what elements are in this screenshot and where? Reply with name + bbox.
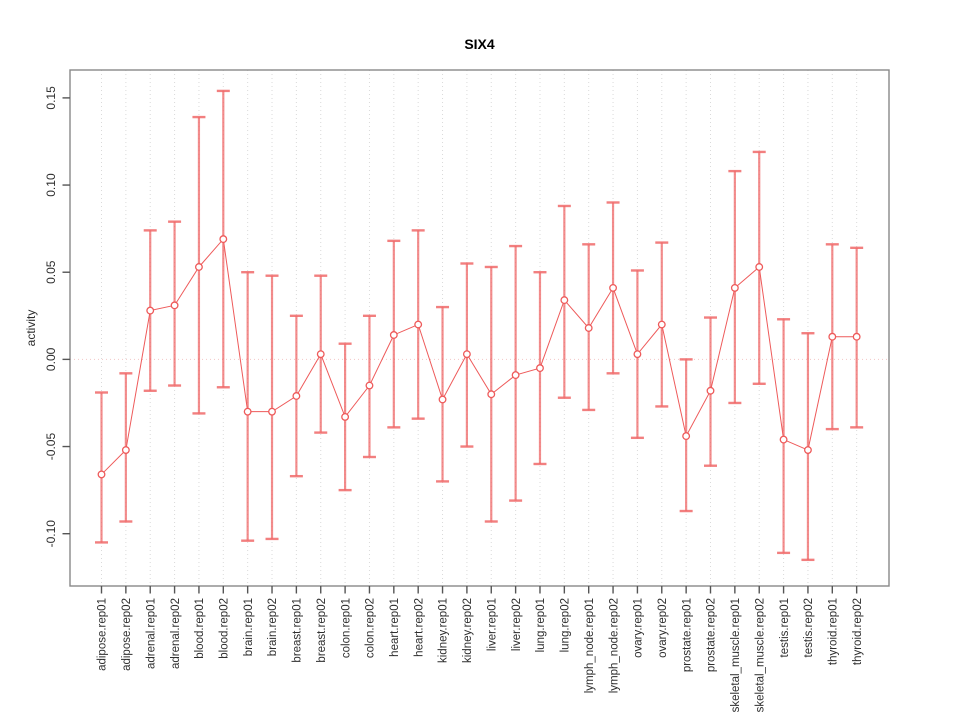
x-tick-label: thyroid.rep02: [852, 598, 864, 665]
x-tick-label: blood.rep02: [219, 598, 231, 659]
x-tick-label: skeletal_muscle.rep01: [730, 598, 742, 712]
x-tick-label: breast.rep01: [292, 598, 304, 663]
x-tick-label: breast.rep02: [316, 598, 328, 663]
x-tick-label: skeletal_muscle.rep02: [754, 598, 766, 712]
data-point: [121, 446, 130, 454]
data-point: [755, 263, 764, 271]
data-point: [170, 301, 179, 310]
x-tick-label: adrenal.rep01: [145, 598, 157, 669]
data-point: [462, 350, 471, 359]
x-tick-label: prostate.rep01: [681, 598, 693, 672]
x-tick-label: colon.rep02: [365, 598, 377, 658]
y-tick-label: -0.05: [44, 433, 58, 461]
y-tick-label: -0.10: [44, 520, 58, 548]
data-point: [487, 390, 496, 399]
x-tick-label: ovary.rep02: [657, 598, 669, 658]
x-tick-label: ovary.rep01: [633, 598, 645, 658]
x-tick-label: lung.rep02: [560, 598, 572, 652]
y-tick-label: 0.15: [44, 86, 58, 110]
x-tick-label: kidney.rep01: [438, 598, 450, 663]
x-tick-label: kidney.rep02: [462, 598, 474, 663]
series-line: [101, 237, 857, 475]
data-point: [828, 332, 837, 341]
y-tick-label: 0.00: [44, 347, 58, 371]
x-tick-label: lung.rep01: [535, 598, 547, 652]
data-point: [316, 350, 325, 359]
x-tick-label: adipose.rep01: [97, 598, 109, 671]
data-point: [852, 332, 861, 341]
data-point: [268, 407, 276, 416]
x-tick-label: liver.rep02: [511, 598, 523, 651]
data-point: [414, 320, 423, 329]
chart-title: SIX4: [464, 36, 495, 52]
data-point: [560, 296, 569, 305]
x-tick-label: brain.rep01: [243, 598, 255, 656]
data-point: [219, 235, 228, 244]
y-tick-label: 0.10: [44, 173, 58, 197]
data-point: [292, 392, 301, 400]
x-tick-label: testis.rep01: [779, 598, 791, 657]
data-point: [609, 283, 618, 292]
data-point: [730, 283, 739, 292]
y-tick-label: 0.05: [44, 260, 58, 284]
x-tick-label: lymph_node.rep02: [608, 598, 620, 693]
data-point: [657, 320, 666, 329]
x-tick-label: colon.rep01: [340, 598, 352, 658]
x-tick-label: brain.rep02: [267, 598, 279, 656]
data-point: [365, 381, 374, 390]
x-tick-label: lymph_node.rep01: [584, 598, 596, 693]
data-point: [536, 364, 544, 373]
data-point: [438, 395, 447, 404]
data-point: [389, 331, 398, 339]
x-tick-label: heart.rep01: [389, 598, 401, 657]
data-point: [803, 446, 812, 454]
plot-frame: [69, 69, 890, 587]
x-tick-label: prostate.rep02: [706, 598, 718, 672]
x-tick-label: heart.rep02: [413, 598, 425, 657]
x-tick-label: thyroid.rep01: [828, 598, 840, 665]
data-point: [706, 386, 715, 395]
data-point: [584, 324, 593, 332]
data-point: [682, 432, 691, 441]
data-point: [243, 407, 252, 416]
data-point: [341, 412, 350, 421]
x-tick-label: adrenal.rep02: [170, 598, 182, 669]
data-point: [194, 263, 203, 271]
data-point: [779, 435, 788, 444]
x-tick-label: blood.rep01: [194, 598, 206, 659]
data-point: [511, 371, 520, 380]
data-point: [633, 350, 642, 359]
data-point: [97, 470, 106, 479]
x-tick-label: liver.rep01: [486, 598, 498, 651]
x-tick-label: adipose.rep02: [121, 598, 133, 671]
data-point: [146, 306, 155, 315]
x-tick-label: testis.rep02: [803, 598, 815, 657]
